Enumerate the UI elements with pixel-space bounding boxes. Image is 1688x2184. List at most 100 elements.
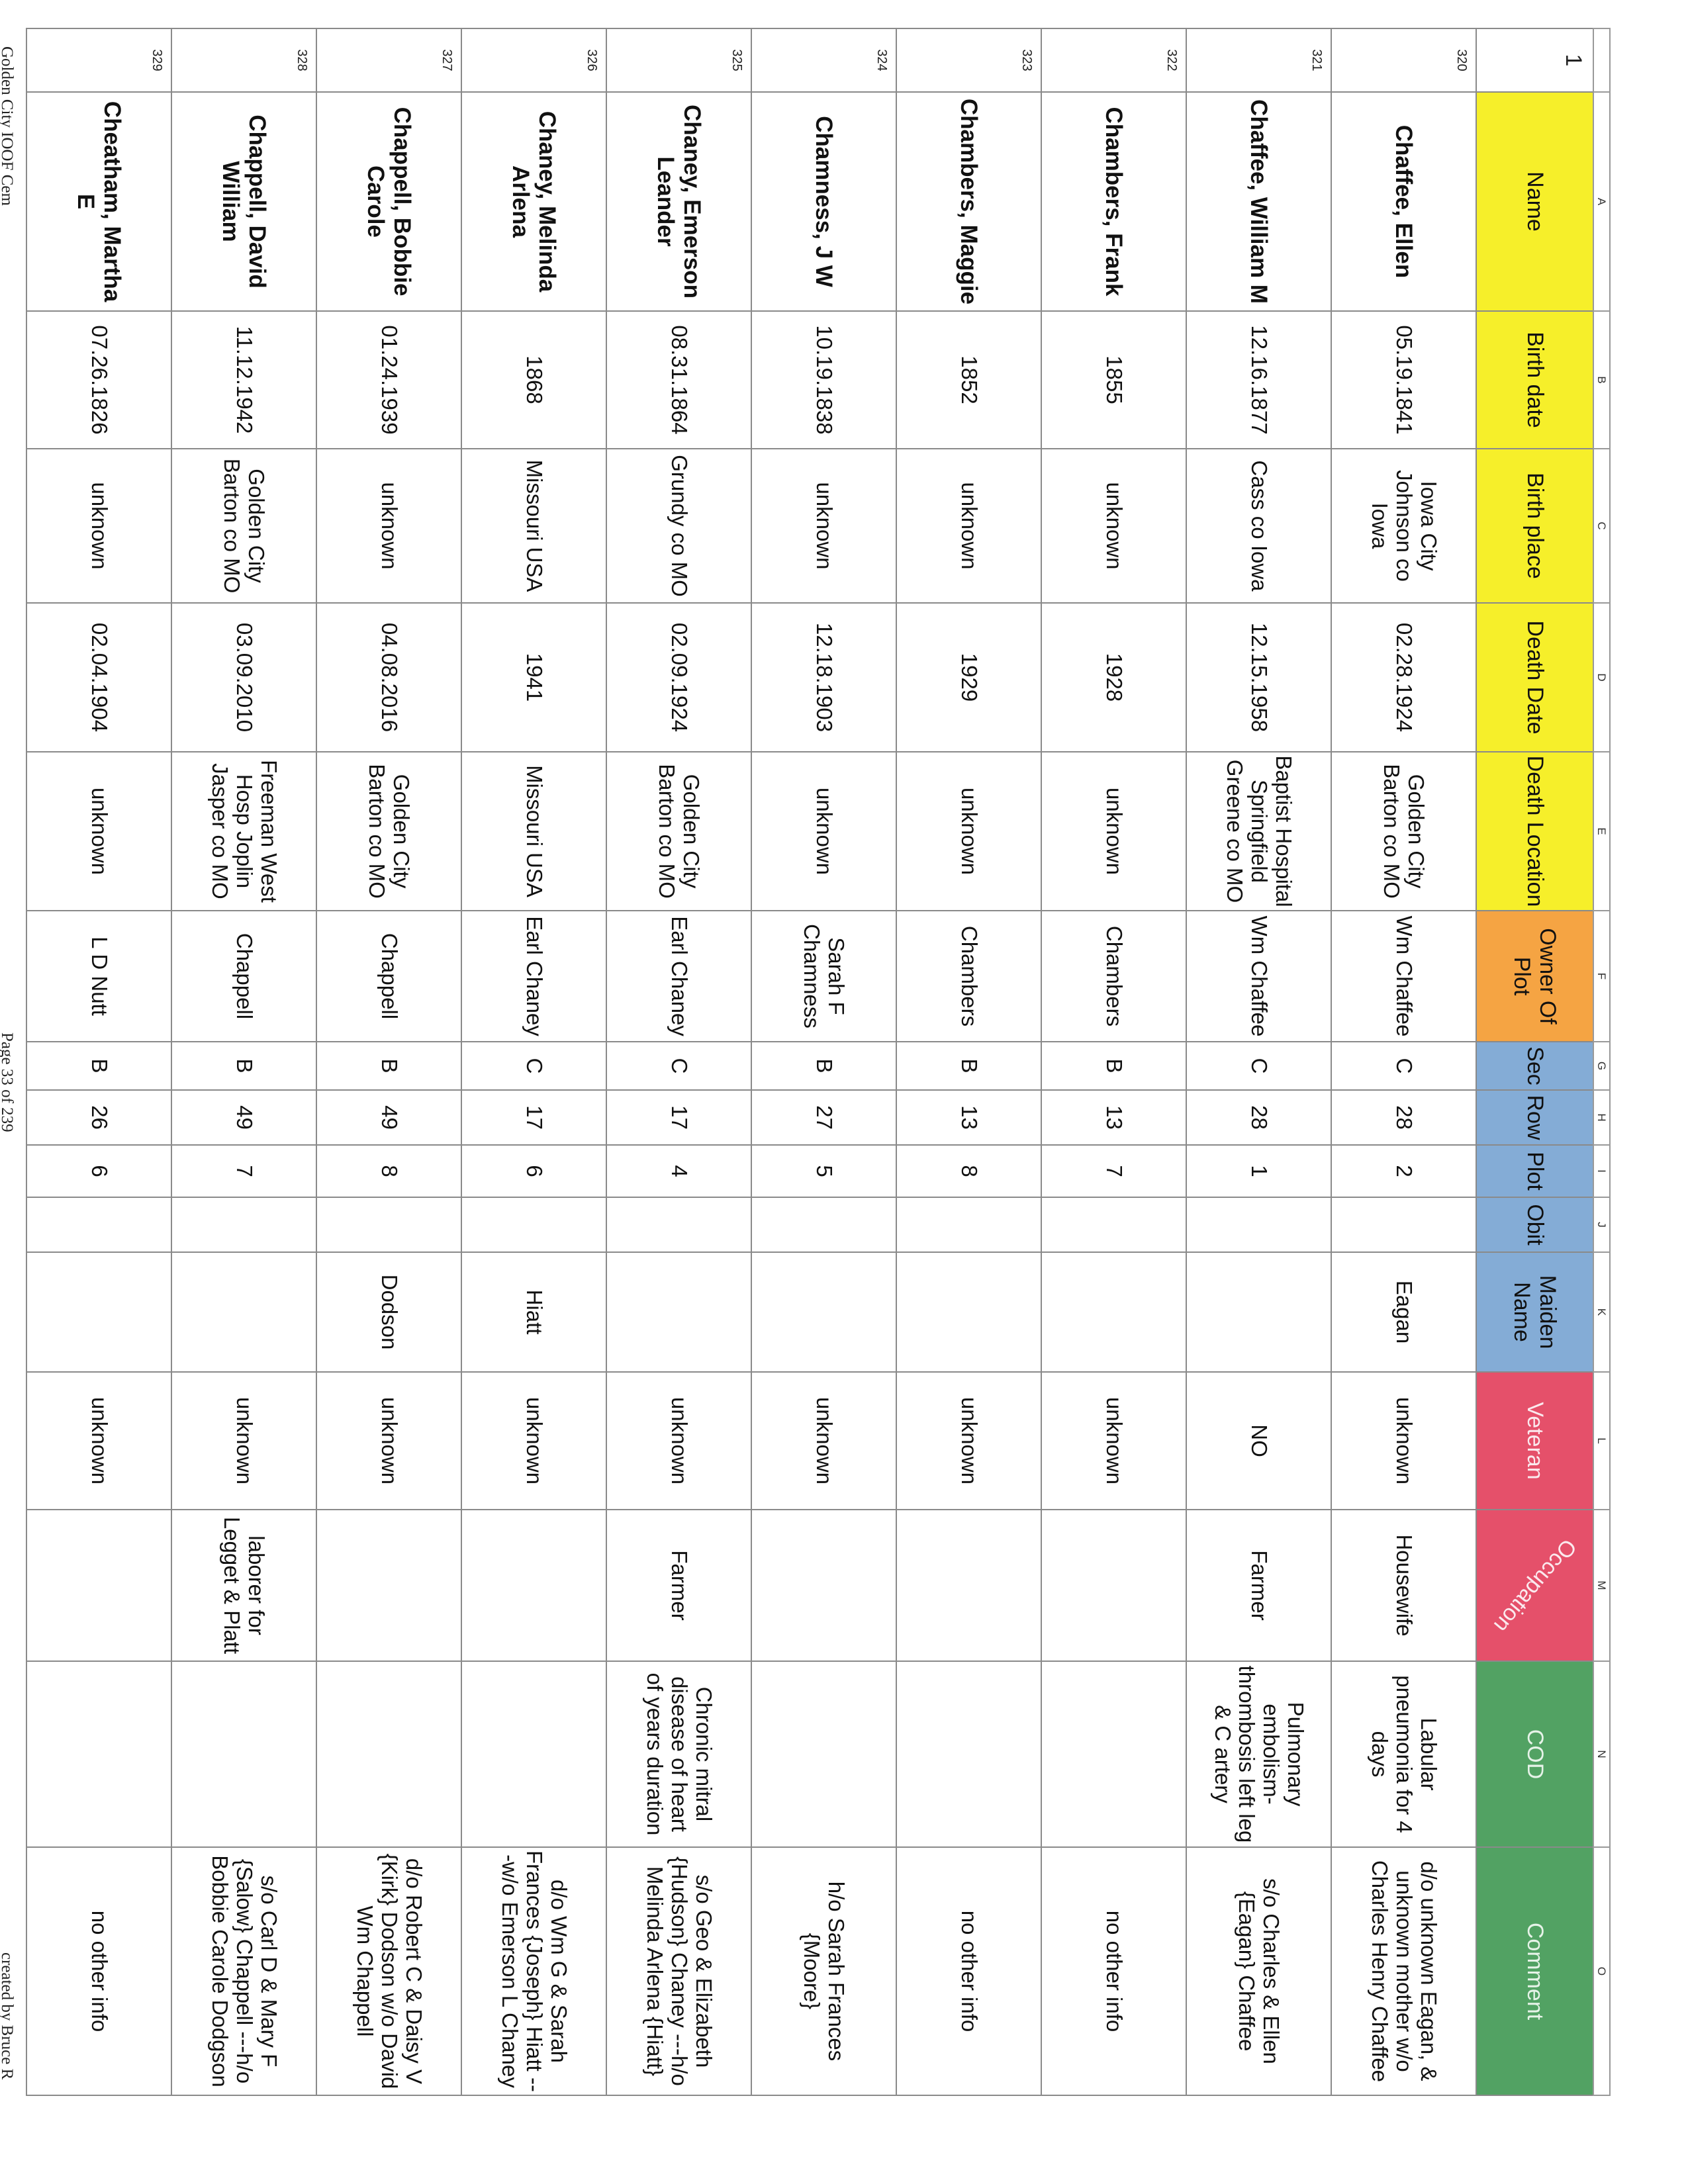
table-cell xyxy=(171,1197,316,1252)
table-cell: s/o Geo & Elizabeth {Hudson} Chaney ---h… xyxy=(606,1847,751,2095)
table-cell xyxy=(896,1661,1041,1847)
column-header-label: Veteran xyxy=(1522,1402,1548,1480)
table-cell xyxy=(896,1510,1041,1661)
header-row: 1 Name Birth date Birth place Death Date Deat… xyxy=(1476,28,1593,2095)
table-cell xyxy=(1041,1252,1186,1372)
table-cell: unknown xyxy=(751,1372,896,1510)
table-cell: 6 xyxy=(461,1145,606,1197)
table-cell xyxy=(751,1252,896,1372)
column-header-label: Maiden Name xyxy=(1509,1275,1560,1349)
column-header: Veteran xyxy=(1476,1372,1593,1510)
row-number: 324 xyxy=(751,28,896,92)
table-cell: unknown xyxy=(1041,449,1186,603)
column-header-label: COD xyxy=(1522,1729,1548,1780)
column-header: Owner Of Plot xyxy=(1476,911,1593,1042)
table-cell: NO xyxy=(1186,1372,1331,1510)
row-number: 321 xyxy=(1186,28,1331,92)
table-cell: Golden City Barton co MO xyxy=(316,752,461,911)
table-cell: unknown xyxy=(896,1372,1041,1510)
row-number: 325 xyxy=(606,28,751,92)
table-cell: 49 xyxy=(316,1090,461,1145)
table-cell: Cheatham, Martha E xyxy=(26,92,171,311)
table-cell: Labular pneumonia for 4 days xyxy=(1331,1661,1476,1847)
column-letter: I xyxy=(1593,1145,1610,1197)
table-cell: C xyxy=(1186,1042,1331,1090)
column-header-label: Sec xyxy=(1522,1046,1548,1085)
column-header-label: Death Location xyxy=(1522,755,1548,907)
row-number: 326 xyxy=(461,28,606,92)
table-cell: 04.08.2016 xyxy=(316,603,461,752)
row-number: 328 xyxy=(171,28,316,92)
table-row: 323 Chambers, Maggie 1852 unknown 1929 unknow… xyxy=(896,28,1041,2095)
table-cell: 5 xyxy=(751,1145,896,1197)
table-cell: Golden City Barton co MO xyxy=(1331,752,1476,911)
table-row: 325 Chaney, Emerson Leander 08.31.1864 Grun… xyxy=(606,28,751,2095)
table-cell: 13 xyxy=(1041,1090,1186,1145)
table-cell: s/o Carl D & Mary F {Salow} Chappell ---… xyxy=(171,1847,316,2095)
column-header-label: Name xyxy=(1522,171,1548,232)
table-cell xyxy=(26,1197,171,1252)
column-header: Sec xyxy=(1476,1042,1593,1090)
table-cell: unknown xyxy=(26,1372,171,1510)
column-header: Occupation xyxy=(1476,1510,1593,1661)
table-cell: 26 xyxy=(26,1090,171,1145)
column-header: Maiden Name xyxy=(1476,1252,1593,1372)
column-header-label: Owner Of Plot xyxy=(1509,928,1560,1024)
table-cell: unknown xyxy=(896,449,1041,603)
table-cell xyxy=(1331,1197,1476,1252)
table-cell xyxy=(171,1661,316,1847)
table-cell xyxy=(1041,1510,1186,1661)
column-letter: L xyxy=(1593,1372,1610,1510)
table-cell: Pulmonary embolism- thrombosis left leg … xyxy=(1186,1661,1331,1847)
table-cell: Chronic mitral disease of heart of years… xyxy=(606,1661,751,1847)
table-cell: 02.28.1924 xyxy=(1331,603,1476,752)
column-header: Name xyxy=(1476,92,1593,311)
table-row: 329 Cheatham, Martha E 07.26.1826 unknown 02… xyxy=(26,28,171,2095)
table-cell: 02.04.1904 xyxy=(26,603,171,752)
table-cell xyxy=(1041,1661,1186,1847)
table-cell: no other info xyxy=(26,1847,171,2095)
table-cell: Golden City Barton co MO xyxy=(606,752,751,911)
table-cell: 1852 xyxy=(896,311,1041,449)
table-cell: Chambers xyxy=(1041,911,1186,1042)
table-cell: 17 xyxy=(461,1090,606,1145)
table-cell: Chamness, J W xyxy=(751,92,896,311)
table-cell xyxy=(751,1661,896,1847)
table-cell: d/o Robert C & Daisy V {Kirk} Dodson w/o… xyxy=(316,1847,461,2095)
table-cell: Chaffee, Ellen xyxy=(1331,92,1476,311)
table-cell: Grundy co MO xyxy=(606,449,751,603)
table-cell: 03.09.2010 xyxy=(171,603,316,752)
table-cell: 2 xyxy=(1331,1145,1476,1197)
table-cell: 07.26.1826 xyxy=(26,311,171,449)
table-cell: no other info xyxy=(896,1847,1041,2095)
header-row-number: 1 xyxy=(1476,28,1593,92)
table-cell: C xyxy=(461,1042,606,1090)
column-header-label: Plot xyxy=(1522,1152,1548,1191)
column-letter: D xyxy=(1593,603,1610,752)
table-cell: 4 xyxy=(606,1145,751,1197)
table-cell: 17 xyxy=(606,1090,751,1145)
table-cell: Eagan xyxy=(1331,1252,1476,1372)
column-header: Plot xyxy=(1476,1145,1593,1197)
column-header: Death Date xyxy=(1476,603,1593,752)
column-header: Birth place xyxy=(1476,449,1593,603)
table-cell: 6 xyxy=(26,1145,171,1197)
table-cell xyxy=(1186,1252,1331,1372)
table-row: 328 Chappell, David William 11.12.1942 Gold… xyxy=(171,28,316,2095)
table-cell: Housewife xyxy=(1331,1510,1476,1661)
table-cell: C xyxy=(606,1042,751,1090)
table-cell: Farmer xyxy=(1186,1510,1331,1661)
table-cell xyxy=(26,1661,171,1847)
column-header-label: Row xyxy=(1522,1095,1548,1140)
footer-right: created by Bruce R xyxy=(0,1952,16,2079)
column-letter: A xyxy=(1593,92,1610,311)
table-cell: 7 xyxy=(1041,1145,1186,1197)
table-cell: unknown xyxy=(171,1372,316,1510)
column-letter: E xyxy=(1593,752,1610,911)
table-cell xyxy=(316,1661,461,1847)
table-cell: Chappell, Bobbie Carole xyxy=(316,92,461,311)
table-cell: unknown xyxy=(896,752,1041,911)
table-cell xyxy=(171,1252,316,1372)
table-cell: Hiatt xyxy=(461,1252,606,1372)
